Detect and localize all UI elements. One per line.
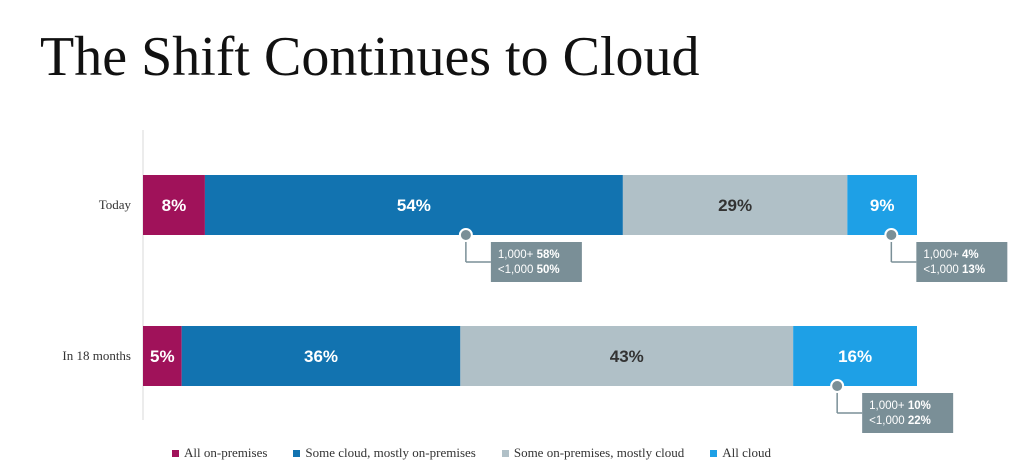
legend-swatch xyxy=(710,449,718,457)
callout-marker xyxy=(830,379,845,393)
callout-line: 1,000+ 4% xyxy=(923,249,978,261)
callout-line: <1,000 22% xyxy=(869,415,931,427)
legend-label: Some cloud, mostly on-premises xyxy=(305,445,476,460)
legend-label: Some on-premises, mostly cloud xyxy=(513,445,685,460)
bar-in-18-months-all-cloud xyxy=(793,326,917,386)
legend-swatch xyxy=(172,449,179,457)
callout-line: <1,000 13% xyxy=(923,264,985,276)
callout-marker xyxy=(884,228,899,242)
row-label-today: Today xyxy=(99,197,132,212)
bar-today-all-cloud xyxy=(847,175,917,235)
callout-3: 1,000+ 10% <1,000 22% xyxy=(830,379,954,433)
callout-1: 1,000+ 58% <1,000 50% xyxy=(458,228,582,282)
legend-item-all-cloud: All cloud xyxy=(710,445,771,461)
data-label-today-all-on-premises: 8% xyxy=(162,196,187,215)
callout-line: <1,000 50% xyxy=(498,264,560,276)
callout-2: 1,000+ 4% <1,000 13% xyxy=(884,228,1008,282)
data-label-today-some-cloud-mostly-on-premises: 54% xyxy=(397,196,431,215)
data-label-in-18-months-some-cloud-mostly-on-premises: 36% xyxy=(304,347,338,366)
callout-box xyxy=(490,242,582,282)
row-label-in-18-months: In 18 months xyxy=(62,348,131,363)
data-label-today-some-on-premises-mostly-cloud: 29% xyxy=(718,196,752,215)
legend-swatch xyxy=(293,449,301,457)
legend-label: All on-premises xyxy=(184,445,268,460)
bar-in-18-months-some-cloud-mostly-on-premises xyxy=(181,326,461,386)
bar-today-some-cloud-mostly-on-premises xyxy=(204,175,623,235)
data-label-in-18-months-some-on-premises-mostly-cloud: 43% xyxy=(610,347,644,366)
legend-item-all-on-premises: All on-premises xyxy=(172,445,267,461)
bar-today-some-on-premises-mostly-cloud xyxy=(622,175,848,235)
callout-line: 1,000+ 58% xyxy=(498,249,560,261)
callout-line: 1,000+ 10% xyxy=(869,400,931,412)
bar-in-18-months-some-on-premises-mostly-cloud xyxy=(460,326,794,386)
legend-item-some-on-premises-mostly-cloud: Some on-premises, mostly cloud xyxy=(501,445,685,461)
callout-box xyxy=(862,393,954,433)
legend-item-some-cloud-mostly-on-premises: Some cloud, mostly on-premises xyxy=(293,445,476,461)
bar-in-18-months-all-on-premises xyxy=(143,326,182,386)
chart-legend: All on-premises Some cloud, mostly on-pre… xyxy=(172,445,771,461)
callout-marker xyxy=(458,228,473,242)
legend-swatch xyxy=(501,449,509,457)
legend-label: All cloud xyxy=(722,445,772,460)
bar-today-all-on-premises xyxy=(143,175,205,235)
data-label-in-18-months-all-cloud: 16% xyxy=(838,347,872,366)
data-label-today-all-cloud: 9% xyxy=(870,196,895,215)
data-label-in-18-months-all-on-premises: 5% xyxy=(150,347,175,366)
page-title: The Shift Continues to Cloud xyxy=(40,26,700,88)
stacked-bar-chart: Today 8% 54% 29% 9% In 18 months 5% 36% 43% 16% 1,… xyxy=(62,130,1008,433)
callout-box xyxy=(916,242,1008,282)
